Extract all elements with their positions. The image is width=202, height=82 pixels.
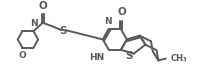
Text: O: O: [38, 1, 47, 11]
Text: S: S: [125, 51, 133, 61]
Text: O: O: [19, 51, 26, 60]
Text: CH₃: CH₃: [170, 54, 187, 63]
Text: N: N: [30, 19, 37, 28]
Text: HN: HN: [89, 53, 104, 62]
Text: S: S: [59, 26, 67, 36]
Text: O: O: [117, 7, 126, 17]
Text: N: N: [104, 17, 112, 26]
